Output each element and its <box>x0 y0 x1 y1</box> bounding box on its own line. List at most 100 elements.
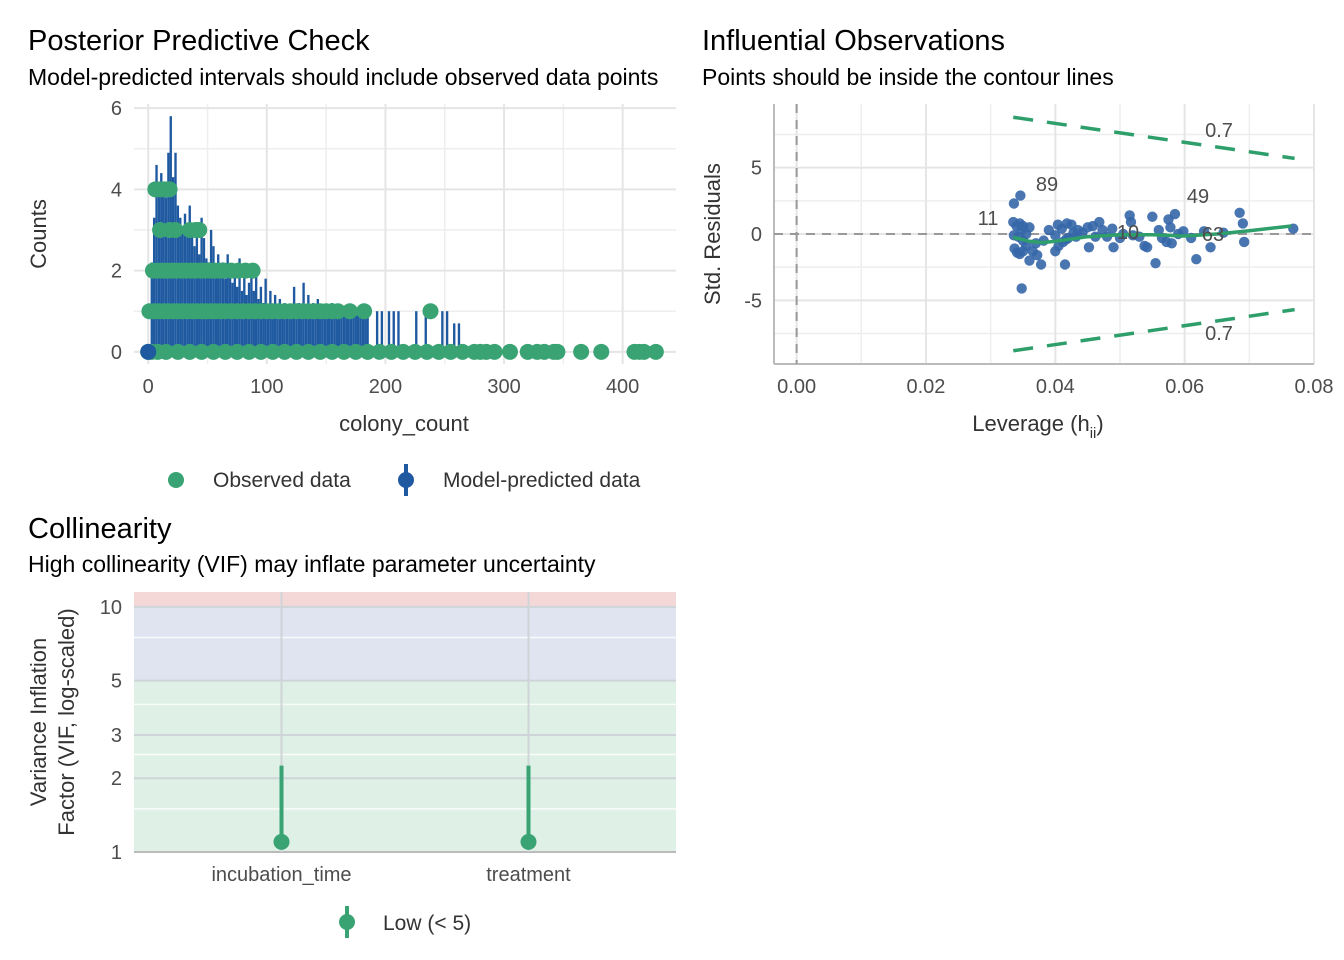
ppc-predicted-bar <box>290 311 293 352</box>
ppc-predicted-bar <box>198 254 201 352</box>
ppc-predicted-bar <box>160 173 163 352</box>
ppc-predicted-bar <box>202 238 206 352</box>
ppc-predicted-bar <box>359 311 362 352</box>
ppc-predicted-bar <box>330 303 334 352</box>
influence-point <box>1108 242 1119 253</box>
ppc-observed-point <box>418 343 435 360</box>
ppc-predicted-bar <box>257 299 260 352</box>
vif-moderate-zone <box>134 606 676 681</box>
vif-y-tick-label: 2 <box>111 768 122 790</box>
ppc-observed-point <box>454 343 471 360</box>
legend-low-label: Low (< 5) <box>383 912 471 935</box>
ppc-y-tick-label: 6 <box>111 98 122 120</box>
ppc-predicted-bar <box>354 315 357 352</box>
influence-x-axis-label: Leverage (hii) <box>972 411 1103 442</box>
influence-point <box>1141 242 1153 253</box>
vif-high-zone <box>134 592 676 607</box>
ppc-predicted-bar <box>235 286 239 352</box>
ppc-predicted-bar <box>380 311 384 352</box>
ppc-observed-point <box>169 343 186 360</box>
influence-point <box>1178 226 1189 237</box>
ppc-predicted-bar <box>347 311 350 352</box>
ppc-observed-point <box>501 343 518 360</box>
influence-subtitle: Points should be inside the contour line… <box>702 64 1114 90</box>
ppc-predicted-bar <box>217 254 220 352</box>
legend-observed-swatch <box>168 472 184 488</box>
influence-x-tick-label: 0.06 <box>1165 376 1204 398</box>
ppc-predicted-bar <box>195 225 199 352</box>
ppc-predicted-bar <box>240 290 244 352</box>
ppc-predicted-bar <box>269 290 272 352</box>
ppc-x-tick-label: 400 <box>606 376 639 398</box>
influence-y-tick-label: 0 <box>751 224 762 246</box>
influence-y-tick-label: 5 <box>751 158 762 180</box>
ppc-observed-point <box>341 303 358 320</box>
ppc-predicted-bar <box>292 286 296 352</box>
ppc-predicted-bar <box>226 254 229 352</box>
ppc-predicted-bar <box>259 286 263 352</box>
influence-point <box>1083 242 1095 253</box>
ppc-predicted-bar <box>281 311 284 352</box>
ppc-predicted-bar <box>340 311 343 352</box>
ppc-predicted-bar <box>345 311 348 352</box>
ppc-subtitle: Model-predicted intervals should include… <box>28 64 658 90</box>
ppc-predicted-bar <box>352 311 355 352</box>
ppc-predicted-bar <box>335 311 338 352</box>
ppc-observed-point <box>383 343 400 360</box>
ppc-observed-point <box>161 181 178 198</box>
ppc-observed-point <box>407 343 424 360</box>
influence-point <box>1016 283 1027 294</box>
vif-title: Collinearity <box>28 513 172 545</box>
ppc-predicted-bar <box>245 294 248 352</box>
influence-smooth-line <box>1012 224 1292 245</box>
influence-contour-label-upper: 0.7 <box>1205 120 1233 142</box>
influence-point <box>1050 230 1061 241</box>
vif-y-tick-label: 1 <box>111 842 122 864</box>
influence-y-tick-label: -5 <box>744 290 762 312</box>
ppc-predicted-bar <box>453 323 456 352</box>
ppc-observed-point <box>359 343 376 360</box>
ppc-predicted-bar <box>328 311 331 352</box>
ppc-x-tick-label: 0 <box>143 376 154 398</box>
influence-point <box>1032 250 1043 261</box>
influence-point <box>1238 236 1250 248</box>
ppc-predicted-bar <box>179 217 182 352</box>
influence-point <box>1166 238 1177 249</box>
legend-observed-label: Observed data <box>213 469 351 492</box>
ppc-predicted-bar <box>319 311 322 352</box>
ppc-observed-point <box>593 343 610 360</box>
ppc-predicted-bar <box>321 307 324 352</box>
influence-point <box>1169 208 1181 220</box>
ppc-predicted-bar <box>397 311 400 352</box>
ppc-predicted-bar <box>311 303 315 352</box>
influence-point-label: 49 <box>1187 186 1209 208</box>
influence-contour-upper <box>1013 115 1295 161</box>
influence-point <box>1008 198 1020 209</box>
influence-x-tick-label: 0.02 <box>907 376 946 398</box>
ppc-observed-point <box>647 343 664 360</box>
vif-plot-area: 1 2 3 5 10 incubation_time treatment <box>100 592 676 886</box>
influence-plot-area: 0.00 0.02 0.04 0.06 0.08 5 0 -5 0.7 0.7 89 11 49 10 63 <box>744 104 1333 398</box>
ppc-legend: Observed data Model-predicted data <box>168 464 641 496</box>
vif-y-tick-label: 10 <box>100 597 122 619</box>
vif-point <box>273 833 290 850</box>
ppc-predicted-bar <box>262 303 265 352</box>
ppc-observed-point <box>252 343 269 360</box>
vif-y-axis-label-line2: Factor (VIF, log-scaled) <box>54 608 79 835</box>
ppc-predicted-bar <box>356 311 360 352</box>
legend-predicted-label: Model-predicted data <box>443 469 641 492</box>
ppc-observed-point <box>193 343 210 360</box>
ppc-observed-point <box>335 343 352 360</box>
vif-legend: Low (< 5) <box>339 906 471 938</box>
ppc-observed-point <box>167 221 184 238</box>
ppc-predicted-bar <box>212 246 215 352</box>
influence-point <box>1237 218 1249 229</box>
ppc-observed-point <box>264 343 281 360</box>
ppc-predicted-bar <box>167 152 170 352</box>
ppc-predicted-bar <box>457 323 461 352</box>
influence-point <box>1125 216 1137 228</box>
ppc-predicted-bar <box>364 311 367 352</box>
influence-contour-lower <box>1013 307 1295 353</box>
ppc-predicted-bar <box>323 311 327 352</box>
ppc-predicted-bar <box>326 311 329 352</box>
